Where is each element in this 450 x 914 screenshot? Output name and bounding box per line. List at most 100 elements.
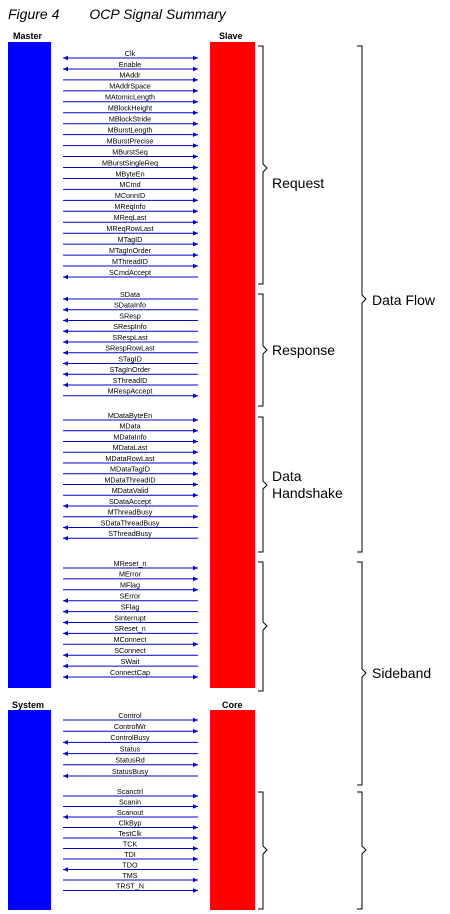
signal-label: MCmd xyxy=(119,180,140,189)
signal-serror: SError xyxy=(63,592,198,603)
signal-sdatathreadbusy: SDataThreadBusy xyxy=(63,518,198,530)
signal-label: TDI xyxy=(124,850,136,859)
signal-control: Control xyxy=(63,711,198,723)
signal-label: MTagInOrder xyxy=(109,246,152,255)
arrow-head-left xyxy=(63,751,68,756)
signal-label: SRespLast xyxy=(112,333,147,342)
signal-label: MError xyxy=(119,570,142,579)
signal-mblockheight: MBlockHeight xyxy=(63,104,198,116)
core-label: Core xyxy=(222,700,243,710)
arrow-head-left xyxy=(63,318,68,323)
signal-maddr: MAddr xyxy=(63,71,198,83)
signal-sthreadid: SThreadID xyxy=(63,376,198,388)
arrow-head-left xyxy=(63,773,68,779)
signal-scmdaccept: SCmdAccept xyxy=(63,268,198,280)
signal-label: MAddrSpace xyxy=(109,82,151,91)
arrow-head-right xyxy=(193,132,198,137)
slave-block xyxy=(210,42,255,688)
signal-mreset-n: MReset_n xyxy=(63,559,198,571)
signal-mthreadbusy: MThreadBusy xyxy=(63,508,198,520)
signal-tdo: TDO xyxy=(63,860,198,872)
arrow-head-right xyxy=(193,55,198,61)
signal-mdatabyteen: MDataByteEn xyxy=(63,411,198,423)
signal-label: SWait xyxy=(121,657,140,666)
signal-label: STagInOrder xyxy=(110,365,151,374)
signal-srespinfo: SRespInfo xyxy=(63,322,198,334)
signal-maddrspace: MAddrSpace xyxy=(63,82,198,94)
figure-title: Figure 4 OCP Signal Summary xyxy=(8,6,226,22)
arrow-head-right xyxy=(193,99,198,105)
signal-mdata: MData xyxy=(63,422,198,434)
arrow-head-right xyxy=(193,165,198,170)
arrow-head-right xyxy=(193,110,198,116)
signals-layer: Clk Enable MAddr MAddrSpace MAtomicLength MBl… xyxy=(63,49,198,893)
signal-scanctrl: Scanctrl xyxy=(63,787,198,799)
signal-stagid: STagID xyxy=(63,354,198,366)
arrow-head-right xyxy=(193,825,198,830)
arrow-head-right xyxy=(193,793,198,799)
signal-mcmd: MCmd xyxy=(63,180,198,192)
signal-label: SDataThreadBusy xyxy=(101,518,160,527)
figure-caption: OCP Signal Summary xyxy=(89,6,226,22)
signal-scanin: Scanin xyxy=(63,797,198,809)
arrow-head-left xyxy=(63,328,68,334)
signal-label: SDataAccept xyxy=(109,497,151,506)
signal-label: Scanin xyxy=(119,797,141,806)
arrow-head-right xyxy=(193,449,198,455)
signal-tdi: TDI xyxy=(63,850,198,862)
arrow-head-right xyxy=(193,471,198,477)
signal-label: MReqLast xyxy=(114,213,147,222)
arrow-head-right xyxy=(193,877,198,883)
signal-mreqinfo: MReqInfo xyxy=(63,202,198,214)
signal-label: MBlockStride xyxy=(109,115,151,124)
arrow-head-left xyxy=(63,371,68,377)
arrow-head-left xyxy=(63,598,68,603)
signal-mtagid: MTagID xyxy=(63,235,198,247)
arrow-head-right xyxy=(193,514,198,520)
signal-staginorder: STagInOrder xyxy=(63,365,198,377)
signal-label: MConnID xyxy=(115,191,145,200)
signal-label: StatusRd xyxy=(115,756,145,765)
signal-label: MBurstSeq xyxy=(112,147,148,156)
arrow-head-right xyxy=(193,762,198,768)
arrow-head-left xyxy=(63,535,68,541)
arrow-head-right xyxy=(193,492,198,498)
signal-label: MReqInfo xyxy=(114,202,145,211)
arrow-head-left xyxy=(63,66,68,72)
arrow-head-right xyxy=(193,209,198,214)
signal-sresprowlast: SRespRowLast xyxy=(63,344,198,356)
arrow-head-right xyxy=(193,176,198,181)
signal-enable: Enable xyxy=(63,60,198,72)
signal-label: SError xyxy=(120,592,141,601)
signal-label: MReqRowLast xyxy=(106,224,153,233)
arrow-head-right xyxy=(193,154,198,159)
signal-label: MDataByteEn xyxy=(108,411,152,420)
signal-label: ClkByp xyxy=(119,818,142,827)
signal-scanout: Scanout xyxy=(63,808,198,820)
signal-label: SInterrupt xyxy=(114,613,146,622)
signal-clkbyp: ClkByp xyxy=(63,818,198,830)
signal-label: SThreadBusy xyxy=(108,529,152,538)
signal-label: MData xyxy=(119,422,140,431)
arrow-head-left xyxy=(63,867,68,872)
signal-label: SData xyxy=(120,290,140,299)
signal-label: MThreadID xyxy=(112,257,148,266)
signal-label: TMS xyxy=(122,871,137,880)
signal-connectcap: ConnectCap xyxy=(63,668,198,680)
signal-label: MConnect xyxy=(114,635,147,644)
signal-controlbusy: ControlBusy xyxy=(63,733,198,745)
signal-label: TDO xyxy=(122,860,138,869)
signal-label: TCK xyxy=(123,839,138,848)
arrow-head-left xyxy=(63,814,68,820)
arrow-head-left xyxy=(63,307,68,313)
signal-label: MDataInfo xyxy=(113,432,146,441)
signal-sdataaccept: SDataAccept xyxy=(63,497,198,509)
signal-label: SConnect xyxy=(114,646,146,655)
signal-tms: TMS xyxy=(63,871,198,883)
signal-status: Status xyxy=(63,744,198,756)
arrow-head-left xyxy=(63,361,68,366)
signal-clk: Clk xyxy=(63,49,198,61)
arrow-head-right xyxy=(193,417,198,423)
signal-label: SThreadID xyxy=(113,376,148,385)
